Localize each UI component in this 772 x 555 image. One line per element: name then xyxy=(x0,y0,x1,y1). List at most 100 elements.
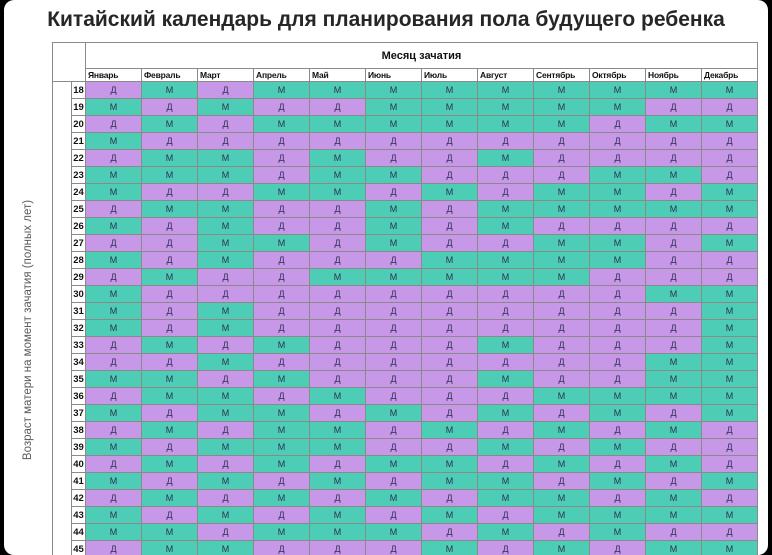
gender-cell: М xyxy=(701,115,758,133)
gender-cell: Д xyxy=(253,319,310,337)
gender-cell: Д xyxy=(533,353,590,371)
month-header: Сентябрь xyxy=(533,68,590,82)
age-cell: 19 xyxy=(71,98,86,116)
gender-cell: М xyxy=(253,455,310,473)
gender-cell: М xyxy=(365,217,422,235)
month-header: Август xyxy=(477,68,534,82)
gender-cell: М xyxy=(533,98,590,116)
table-row: 28 М Д М Д Д Д М М М М Д Д xyxy=(53,251,758,269)
gender-cell: Д xyxy=(589,370,646,388)
gender-cell: М xyxy=(85,166,142,184)
age-cell: 32 xyxy=(71,319,86,337)
gender-cell: Д xyxy=(197,523,254,541)
month-header: Апрель xyxy=(253,68,310,82)
gender-cell: М xyxy=(197,217,254,235)
gender-cell: М xyxy=(701,540,758,555)
gender-cell: Д xyxy=(421,370,478,388)
gender-cell: М xyxy=(253,489,310,507)
gender-cell: Д xyxy=(365,319,422,337)
gender-cell: Д xyxy=(85,115,142,133)
gender-cell: М xyxy=(589,166,646,184)
gender-cell: Д xyxy=(141,98,198,116)
gender-cell: Д xyxy=(477,387,534,405)
gender-cell: М xyxy=(589,472,646,490)
gender-cell: Д xyxy=(589,302,646,320)
gender-cell: М xyxy=(589,183,646,201)
age-cell: 43 xyxy=(71,506,86,524)
table-row: 36 Д М М Д М Д Д Д М М М М xyxy=(53,387,758,405)
gender-cell: М xyxy=(421,540,478,555)
gender-cell: Д xyxy=(365,302,422,320)
gender-cell: М xyxy=(141,149,198,167)
gender-cell: М xyxy=(365,268,422,286)
gender-cell: М xyxy=(85,370,142,388)
gender-cell: Д xyxy=(645,523,702,541)
gender-cell: М xyxy=(533,234,590,252)
gender-cell: Д xyxy=(645,404,702,422)
gender-cell: М xyxy=(365,81,422,99)
gender-cell: Д xyxy=(701,132,758,150)
gender-cell: Д xyxy=(197,370,254,388)
gender-cell: Д xyxy=(645,319,702,337)
gender-cell: Д xyxy=(421,353,478,371)
gender-cell: М xyxy=(309,506,366,524)
gender-cell: М xyxy=(421,268,478,286)
gender-cell: Д xyxy=(85,540,142,555)
gender-cell: М xyxy=(197,353,254,371)
gender-cell: Д xyxy=(253,217,310,235)
gender-cell: Д xyxy=(533,132,590,150)
gender-cell: М xyxy=(589,98,646,116)
age-cell: 25 xyxy=(71,200,86,218)
gender-cell: М xyxy=(645,455,702,473)
row-axis-label-wrapper: Возраст матери на момент зачатия (полных… xyxy=(18,180,38,480)
gender-cell: Д xyxy=(141,234,198,252)
gender-cell: М xyxy=(421,506,478,524)
gender-cell: М xyxy=(645,166,702,184)
gender-cell: Д xyxy=(533,472,590,490)
gender-cell: М xyxy=(85,98,142,116)
gender-cell: Д xyxy=(421,404,478,422)
gender-cell: М xyxy=(85,302,142,320)
gender-cell: М xyxy=(85,251,142,269)
gender-cell: Д xyxy=(645,302,702,320)
gender-cell: Д xyxy=(701,421,758,439)
gender-cell: Д xyxy=(85,81,142,99)
table-row: 22 Д М М Д М Д Д М Д Д Д Д xyxy=(53,149,758,167)
gender-cell: Д xyxy=(701,489,758,507)
gender-cell: М xyxy=(589,200,646,218)
gender-cell: Д xyxy=(309,540,366,555)
age-cell: 26 xyxy=(71,217,86,235)
gender-cell: Д xyxy=(85,336,142,354)
table-row: 18 Д М Д М М М М М М М М М xyxy=(52,81,758,555)
gender-cell: Д xyxy=(589,149,646,167)
gender-cell: Д xyxy=(477,183,534,201)
gender-cell: М xyxy=(197,319,254,337)
gender-cell: Д xyxy=(701,217,758,235)
table-row: 30 М Д Д Д Д Д Д Д Д Д М М xyxy=(53,285,758,303)
gender-cell: Д xyxy=(141,183,198,201)
month-header: Ноябрь xyxy=(645,68,702,82)
gender-cell: Д xyxy=(645,251,702,269)
gender-cell: Д xyxy=(645,234,702,252)
gender-cell: Д xyxy=(589,217,646,235)
month-header: Октябрь xyxy=(589,68,646,82)
gender-cell: М xyxy=(365,523,422,541)
gender-cell: М xyxy=(533,251,590,269)
gender-cell: Д xyxy=(589,285,646,303)
gender-cell: Д xyxy=(253,149,310,167)
gender-cell: М xyxy=(141,200,198,218)
gender-cell: М xyxy=(645,115,702,133)
age-cell: 27 xyxy=(71,234,86,252)
gender-cell: Д xyxy=(85,455,142,473)
gender-cell: Д xyxy=(701,438,758,456)
gender-cell: Д xyxy=(309,319,366,337)
gender-cell: Д xyxy=(589,132,646,150)
gender-cell: Д xyxy=(365,370,422,388)
gender-cell: М xyxy=(477,370,534,388)
gender-cell: Д xyxy=(365,132,422,150)
gender-cell: М xyxy=(477,523,534,541)
age-cell: 21 xyxy=(71,132,86,150)
gender-cell: Д xyxy=(309,489,366,507)
gender-cell: Д xyxy=(421,132,478,150)
gender-cell: Д xyxy=(533,336,590,354)
